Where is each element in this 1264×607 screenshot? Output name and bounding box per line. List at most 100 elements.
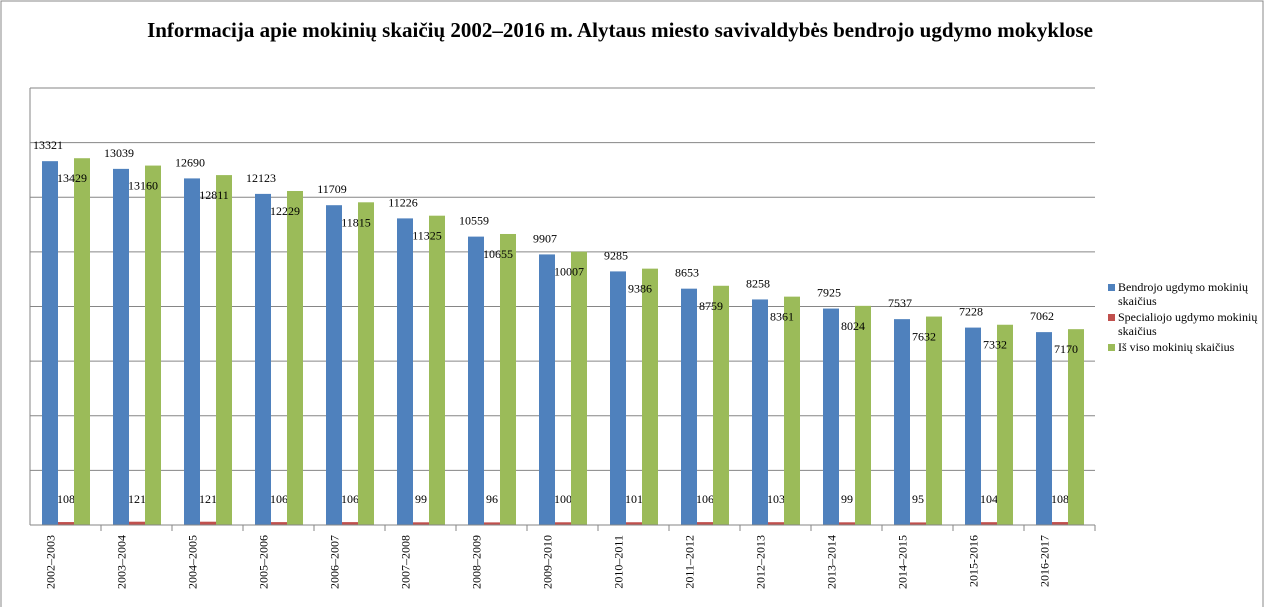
x-tick-label: 2013–2014 [824, 535, 838, 589]
bar [555, 522, 571, 525]
x-tick-label: 2011–2012 [682, 535, 696, 589]
bar [894, 319, 910, 525]
legend-label: Iš viso mokinių skaičius [1118, 340, 1235, 354]
bar [42, 161, 58, 526]
bar [129, 521, 145, 525]
bar [1036, 332, 1052, 525]
data-label: 8258 [746, 276, 770, 290]
data-label: 99 [415, 492, 427, 506]
data-label: 12811 [199, 188, 229, 202]
bar [965, 327, 981, 525]
data-label: 100 [554, 492, 572, 506]
bar [610, 271, 626, 525]
bar [184, 178, 200, 526]
data-label: 8759 [699, 299, 723, 313]
data-label: 13160 [128, 179, 158, 193]
bar [1052, 522, 1068, 525]
data-label: 10655 [483, 247, 513, 261]
data-label: 8024 [841, 319, 865, 333]
data-label: 12690 [175, 155, 205, 169]
bar [926, 316, 942, 525]
bar [855, 305, 871, 525]
legend-item: Iš viso mokinių skaičius [1108, 340, 1264, 354]
legend-label: Bendrojo ugdymo mokinių skaičius [1118, 280, 1248, 308]
data-label: 106 [696, 492, 714, 506]
x-tick-label: 2014–2015 [895, 535, 909, 589]
data-label: 106 [270, 492, 288, 506]
bar [145, 165, 161, 525]
data-label: 7170 [1054, 342, 1078, 356]
x-tick-label: 2010–2011 [611, 535, 625, 589]
data-label: 12229 [270, 204, 300, 218]
x-tick-label: 2015-2016 [966, 535, 980, 587]
bar [784, 296, 800, 525]
bar [539, 254, 555, 525]
data-label: 7332 [983, 338, 1007, 352]
bar [468, 236, 484, 526]
bar [326, 205, 342, 525]
bar [200, 521, 216, 525]
legend-swatch [1108, 284, 1115, 291]
legend-swatch [1108, 314, 1115, 321]
bar [287, 190, 303, 526]
data-label: 103 [767, 492, 785, 506]
data-label: 11709 [317, 182, 347, 196]
data-label: 121 [128, 492, 146, 506]
x-tick-label: 2002–2003 [43, 535, 57, 589]
data-label: 99 [841, 492, 853, 506]
legend-swatch [1108, 344, 1115, 351]
data-label: 7632 [912, 330, 936, 344]
bar [626, 522, 642, 525]
bar [58, 522, 74, 525]
data-label: 13429 [57, 171, 87, 185]
bar [342, 522, 358, 525]
x-tick-label: 2007–2008 [398, 535, 412, 589]
bar [997, 324, 1013, 525]
x-tick-label: 2016-2017 [1037, 535, 1051, 587]
x-tick-label: 2009–2010 [540, 535, 554, 589]
data-label: 108 [1051, 492, 1069, 506]
data-label: 9285 [604, 248, 628, 262]
bar [484, 522, 500, 525]
legend-item: Bendrojo ugdymo mokinių skaičius [1108, 280, 1264, 308]
bar [1068, 329, 1084, 525]
x-tick-label: 2003–2004 [114, 535, 128, 589]
bar [823, 308, 839, 525]
bar [910, 522, 926, 525]
bar [413, 522, 429, 525]
x-tick-label: 2005–2006 [256, 535, 270, 589]
x-tick-label: 2006–2007 [327, 535, 341, 589]
bar [752, 299, 768, 525]
data-label: 7925 [817, 286, 841, 300]
x-tick-label: 2012–2013 [753, 535, 767, 589]
data-label: 13039 [104, 146, 134, 160]
legend-label: Specialiojo ugdymo mokinių skaičius [1118, 310, 1258, 338]
data-label: 7228 [959, 305, 983, 319]
data-label: 10559 [459, 214, 489, 228]
bar [113, 168, 129, 525]
x-tick-label: 2004–2005 [185, 535, 199, 589]
data-label: 104 [980, 492, 998, 506]
data-label: 13321 [33, 138, 63, 152]
bar [642, 268, 658, 525]
bar [358, 202, 374, 526]
data-label: 11226 [388, 195, 418, 209]
data-label: 9907 [533, 231, 557, 245]
data-label: 12123 [246, 171, 276, 185]
legend-item: Specialiojo ugdymo mokinių skaičius [1108, 310, 1264, 338]
bar [981, 522, 997, 525]
data-label: 8361 [770, 310, 794, 324]
data-label: 7062 [1030, 309, 1054, 323]
data-label: 8653 [675, 266, 699, 280]
bar [839, 522, 855, 525]
bar [74, 158, 90, 525]
bar [571, 251, 587, 525]
bar [397, 218, 413, 525]
data-label: 106 [341, 492, 359, 506]
bar [271, 522, 287, 525]
bar [768, 522, 784, 525]
bar [216, 175, 232, 526]
